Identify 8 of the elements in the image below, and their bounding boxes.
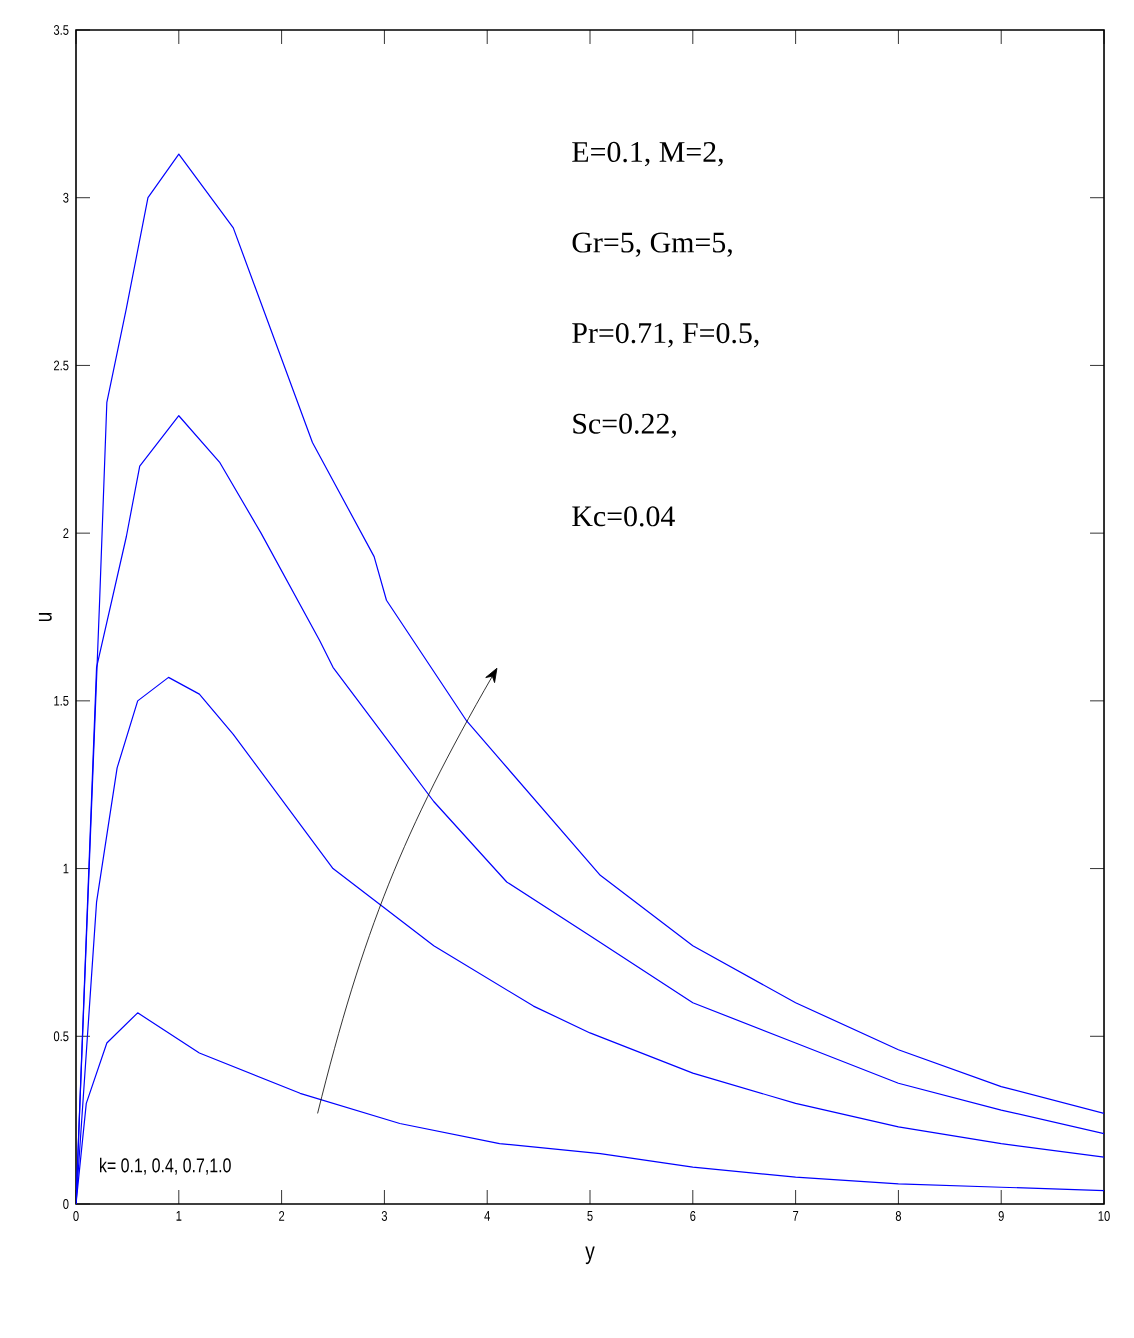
annotation: Kc=0.04 [572,506,675,527]
annotation: Sc=0.22, [573,413,676,439]
annotation: Gr=5, Gm=5, [572,232,732,257]
x-axis-title: y [585,1246,595,1265]
annotation: Pr=0.71, F=0.5, [572,323,759,348]
annotation: k= 0.1, 0.4, 0.7,1.0 [100,1157,231,1175]
annotation: E=0.1, M=2, [572,141,723,167]
y-axis-title: u [38,612,52,622]
